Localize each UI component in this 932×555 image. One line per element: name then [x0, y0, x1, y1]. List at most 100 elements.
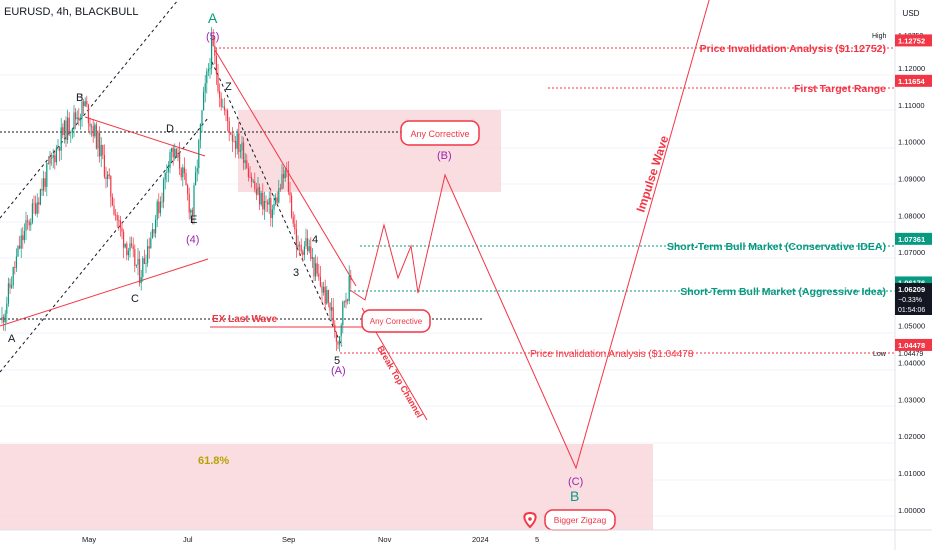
candle: [254, 172, 256, 193]
candle: [143, 249, 145, 265]
candle: [196, 159, 198, 182]
any-corrective-lower-callout[interactable]: Any Corrective: [361, 309, 431, 333]
candle: [71, 127, 73, 139]
wave-label-z: Z: [225, 81, 232, 93]
candle: [137, 247, 139, 276]
candle: [134, 244, 136, 273]
candle: [121, 222, 123, 240]
candle: [201, 109, 203, 133]
candle: [283, 166, 285, 189]
candle: [318, 264, 320, 281]
candle: [324, 279, 326, 310]
price-flag-first-target: 1.11654: [895, 74, 932, 87]
candle: [252, 178, 254, 184]
candle: [257, 176, 259, 196]
candle: [87, 103, 89, 131]
conservative-label: Short-Term Bull Market (Conservative IDE…: [667, 241, 886, 253]
candle: [199, 123, 201, 149]
any-corrective-upper-text: Any Corrective: [410, 129, 469, 139]
candle: [348, 265, 350, 305]
channel-line-down-upper: [214, 49, 357, 287]
candle: [211, 27, 213, 75]
wave-label-b-green: B: [570, 488, 579, 504]
candle: [238, 122, 240, 159]
price-tick-label: 1.10000: [898, 138, 925, 147]
candle: [57, 139, 59, 151]
price-tick-label: 1.05000: [898, 322, 925, 331]
candle: [307, 229, 309, 256]
price-tick-label: 1.08000: [898, 211, 925, 220]
bigger-zigzag-callout[interactable]: Bigger Zigzag: [544, 509, 616, 531]
candle: [278, 179, 280, 204]
candle: [326, 285, 328, 305]
candle: [23, 223, 25, 244]
candle: [313, 257, 315, 282]
candle: [217, 63, 219, 94]
candle: [110, 175, 112, 208]
candle: [177, 147, 179, 162]
candle: [236, 128, 238, 155]
candle: [350, 269, 352, 290]
candle: [115, 208, 117, 221]
candle: [332, 298, 334, 326]
candle: [14, 261, 16, 275]
candle: [247, 162, 249, 182]
wave-label-a-purple: (A): [331, 365, 346, 377]
impulse-wave-label: Impulse Wave: [634, 134, 672, 214]
candle: [20, 228, 22, 258]
candle: [276, 191, 278, 205]
candle: [94, 122, 96, 139]
candle: [167, 161, 169, 183]
candle: [33, 195, 35, 214]
candle: [287, 161, 289, 195]
candle: [231, 127, 233, 152]
candle: [223, 97, 225, 116]
candle: [340, 322, 342, 347]
time-axis[interactable]: May Jul Sep Nov 2024 5: [82, 535, 539, 544]
candle: [92, 119, 94, 143]
price-tick-label: 1.00000: [898, 506, 925, 515]
candle: [73, 104, 75, 138]
candle: [327, 289, 329, 308]
candle: [308, 239, 310, 254]
triangle-line-upper: [84, 116, 206, 157]
candle: [135, 264, 137, 268]
projection-path: [349, 0, 710, 470]
candle: [139, 250, 141, 287]
candle: [347, 298, 349, 305]
candle: [311, 248, 313, 268]
candle: [3, 314, 5, 331]
candle: [39, 188, 41, 206]
candle: [215, 47, 217, 85]
candle: [291, 192, 293, 219]
price-flag-level-text: 1.06176: [898, 278, 925, 287]
any-corrective-upper-callout[interactable]: Any Corrective: [400, 120, 480, 146]
currency-button-label: USD: [903, 9, 920, 18]
price-tick-label: 1.07000: [898, 248, 925, 257]
candle: [51, 152, 53, 166]
wave-label-e: E: [190, 214, 197, 226]
wave-label-a-left: A: [8, 333, 16, 345]
wave-label-5: 5: [334, 355, 340, 367]
channel-line-lower: [0, 117, 209, 373]
candle: [132, 237, 134, 258]
candle: [230, 131, 232, 135]
candle: [11, 276, 13, 290]
candle: [262, 183, 264, 216]
candle: [113, 198, 115, 216]
chart-title: EURUSD, 4h, BLACKBULL: [4, 6, 139, 18]
candle: [204, 74, 206, 103]
currency-button[interactable]: USD: [898, 5, 928, 21]
candle: [163, 177, 165, 209]
time-tick-2024: 2024: [472, 535, 489, 544]
candle: [271, 204, 273, 228]
candle: [300, 238, 302, 255]
candle: [316, 256, 318, 277]
candle: [95, 121, 97, 150]
candle: [161, 192, 163, 208]
candle: [79, 113, 81, 130]
invalidation-high-label: Price Invalidation Analysis ($1.12752): [700, 43, 886, 55]
